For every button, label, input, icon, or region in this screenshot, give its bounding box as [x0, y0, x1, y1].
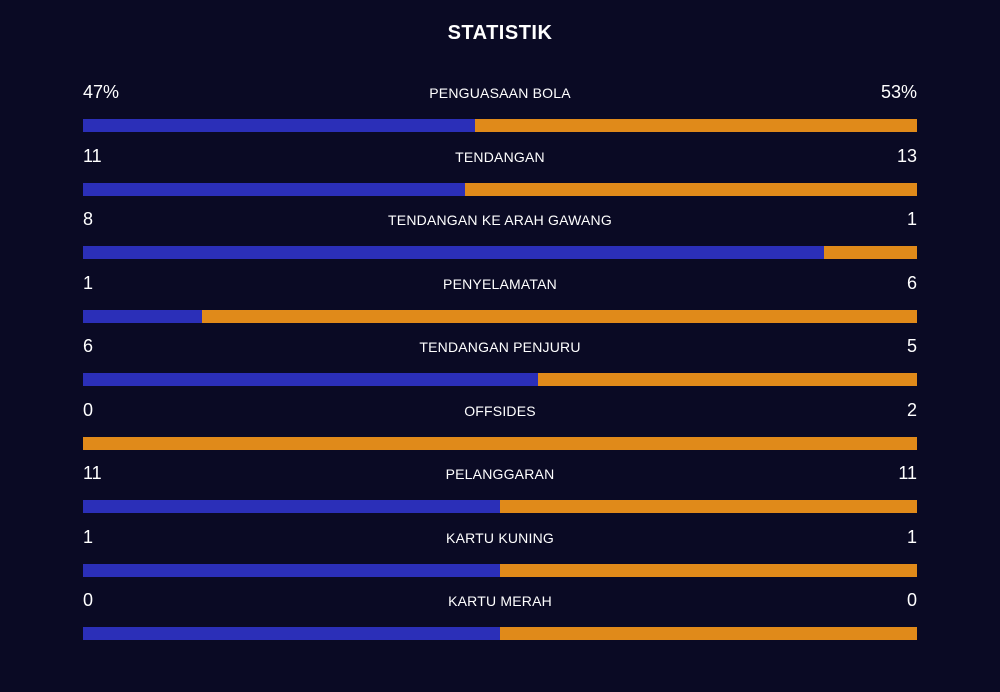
away-value: 53%	[880, 82, 917, 102]
away-value: 11	[898, 463, 917, 483]
home-share-fill	[83, 119, 475, 132]
stat-row-corners: 6 TENDANGAN PENJURU 5	[83, 334, 917, 398]
stat-label: TENDANGAN	[455, 148, 545, 165]
comparison-bar	[83, 373, 917, 386]
home-share-fill	[83, 182, 465, 196]
comparison-bar	[83, 182, 917, 196]
stat-row-shots-on-target: 8 TENDANGAN KE ARAH GAWANG 1	[83, 207, 917, 271]
away-value: 13	[896, 145, 917, 166]
stat-row-red-cards: 0 KARTU MERAH 0	[83, 588, 917, 652]
stat-row-saves: 1 PENYELAMATAN 6	[83, 271, 917, 335]
home-value: 6	[83, 336, 94, 356]
away-value: 0	[906, 590, 917, 610]
comparison-bar	[83, 500, 917, 513]
home-share-fill	[83, 563, 500, 577]
stat-label: KARTU MERAH	[448, 593, 552, 609]
stat-row-yellow-cards: 1 KARTU KUNING 1	[83, 525, 917, 589]
away-value: 6	[906, 272, 917, 293]
stat-row-possession: 47% PENGUASAAN BOLA 53%	[83, 80, 917, 144]
away-value: 1	[906, 526, 917, 547]
comparison-bar	[83, 627, 917, 640]
home-value: 1	[83, 272, 94, 293]
stat-label: PENYELAMATAN	[443, 275, 557, 292]
comparison-bar	[83, 119, 917, 132]
stats-list: 47% PENGUASAAN BOLA 53% 11 TENDANGAN 13 …	[83, 80, 917, 652]
stat-row-fouls: 11 PELANGGARAN 11	[83, 461, 917, 525]
home-share-fill	[83, 627, 500, 640]
home-share-fill	[83, 246, 825, 259]
statistics-title: STATISTIK	[447, 22, 553, 44]
home-value: 8	[83, 209, 94, 229]
stat-row-shots: 11 TENDANGAN 13	[83, 144, 917, 208]
home-value: 11	[83, 463, 102, 483]
away-value: 1	[906, 209, 917, 229]
stat-label: PELANGGARAN	[445, 466, 555, 482]
comparison-bar	[83, 246, 917, 259]
home-share-fill	[83, 500, 500, 513]
away-value: 2	[906, 399, 917, 420]
stat-label: TENDANGAN PENJURU	[419, 339, 581, 355]
home-value: 0	[83, 590, 94, 610]
home-share-fill	[83, 309, 203, 323]
comparison-bar	[83, 309, 917, 323]
stat-label: OFFSIDES	[464, 402, 536, 419]
comparison-bar	[83, 436, 917, 450]
home-value: 11	[83, 145, 102, 166]
comparison-bar	[83, 563, 917, 577]
stat-label: KARTU KUNING	[446, 529, 554, 546]
home-value: 47%	[83, 82, 120, 102]
stat-label: PENGUASAAN BOLA	[429, 85, 571, 101]
home-share-fill	[83, 373, 538, 386]
stat-label: TENDANGAN KE ARAH GAWANG	[388, 212, 612, 228]
stat-row-offsides: 0 OFFSIDES 2	[83, 398, 917, 462]
home-value: 1	[83, 526, 94, 547]
home-value: 0	[83, 399, 94, 420]
away-value: 5	[906, 336, 917, 356]
